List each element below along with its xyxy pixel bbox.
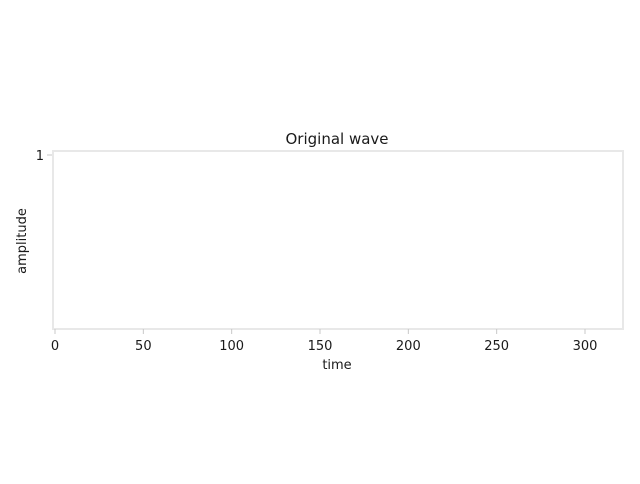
plot-frame bbox=[52, 150, 624, 330]
x-tick-label: 150 bbox=[308, 339, 333, 354]
chart-title: Original wave bbox=[285, 130, 388, 148]
x-tick-label: 100 bbox=[219, 339, 244, 354]
y-axis-ticks: 1 bbox=[36, 149, 52, 164]
x-tick-label: 300 bbox=[573, 339, 598, 354]
x-tick-label: 250 bbox=[484, 339, 509, 354]
x-axis-ticks: 0 50 100 150 200 250 300 bbox=[51, 329, 598, 354]
plot-area bbox=[52, 150, 624, 330]
x-tick-label: 200 bbox=[396, 339, 421, 354]
x-tick-label: 50 bbox=[135, 339, 152, 354]
y-tick-label: 1 bbox=[36, 149, 44, 164]
x-tick-label: 0 bbox=[51, 339, 59, 354]
y-axis-label: amplitude bbox=[15, 208, 30, 274]
x-axis-label: time bbox=[322, 358, 351, 373]
